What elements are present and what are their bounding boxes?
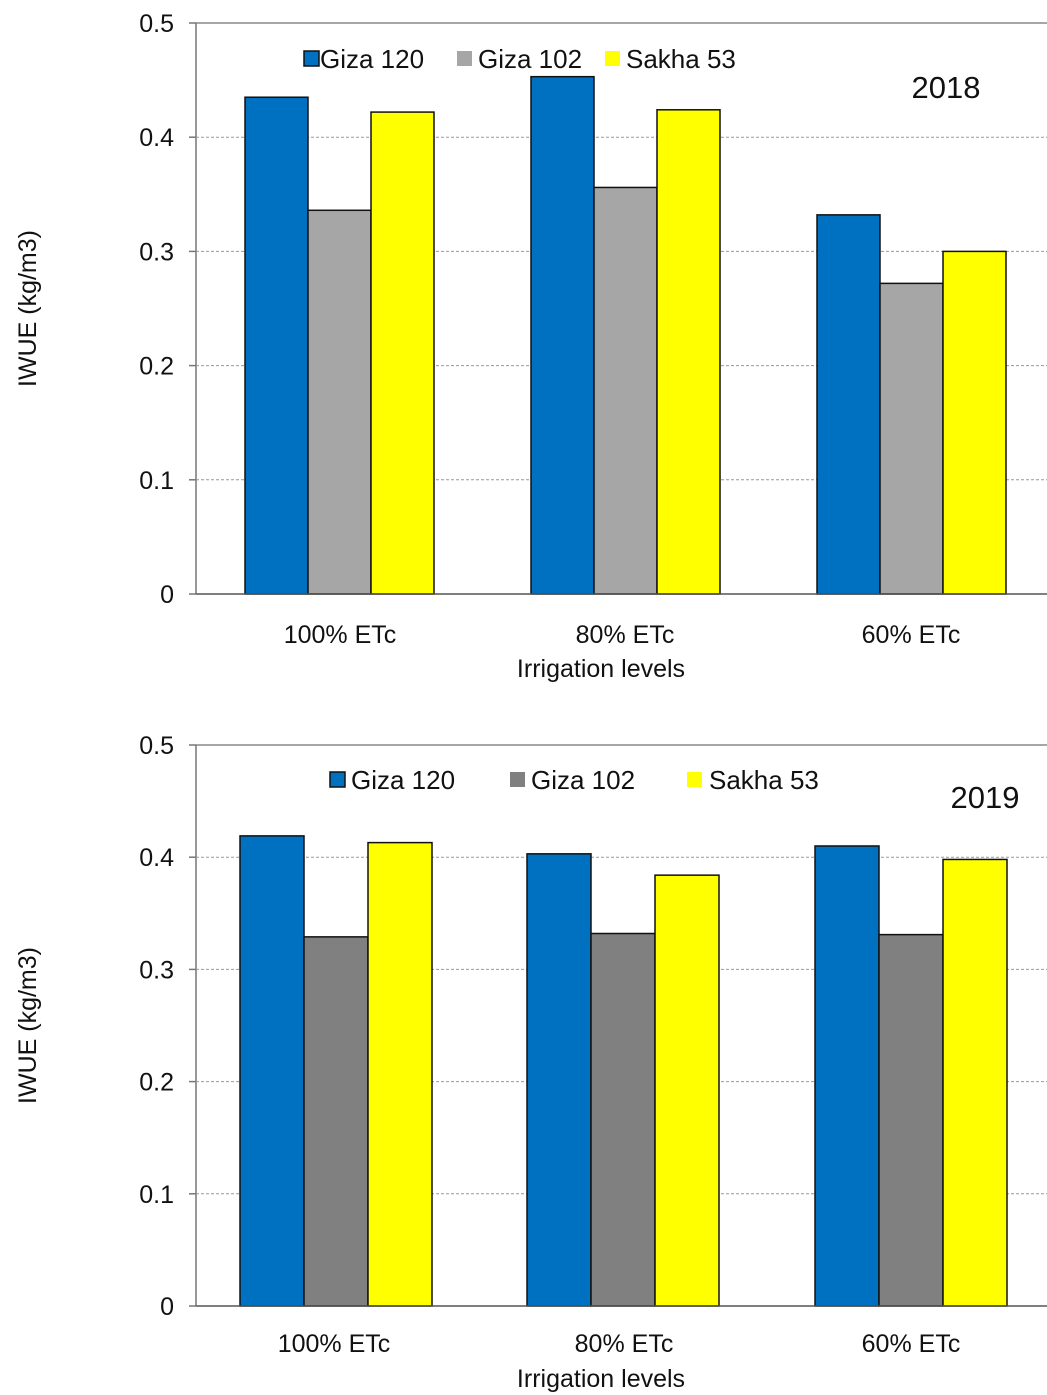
x-axis-title: Irrigation levels xyxy=(517,655,685,683)
legend-label: Giza 102 xyxy=(531,765,635,795)
x-axis-title: Irrigation levels xyxy=(517,1365,685,1393)
bar-sakha-53-2 xyxy=(942,858,1008,1307)
y-axis-title: IWUE (kg/m3) xyxy=(14,230,42,387)
bar-giza-102-0 xyxy=(303,936,369,1307)
bar-giza-120-1 xyxy=(526,853,592,1307)
y-tick-label: 0.2 xyxy=(139,1069,174,1097)
year-annotation: 2018 xyxy=(912,70,981,105)
legend-swatch xyxy=(303,50,320,67)
bar-sakha-53-0 xyxy=(367,841,433,1307)
bar-sakha-53-1 xyxy=(656,109,721,595)
x-category-label: 100% ETc xyxy=(278,1330,391,1358)
legend-swatch xyxy=(329,771,346,788)
y-tick-label: 0.1 xyxy=(139,1181,174,1209)
bar-giza-120-0 xyxy=(244,96,309,595)
legend-swatch xyxy=(510,772,525,787)
legend-swatch xyxy=(605,51,620,66)
x-category-label: 60% ETc xyxy=(862,1330,961,1358)
bar-giza-102-1 xyxy=(590,932,656,1307)
x-category-label: 60% ETc xyxy=(862,621,961,649)
y-tick-label: 0.5 xyxy=(139,732,174,760)
legend: Giza 120 Giza 102 Sakha 53 xyxy=(329,765,819,795)
x-category-label: 100% ETc xyxy=(284,621,397,649)
legend-swatch xyxy=(687,772,702,787)
y-tick-label: 0 xyxy=(160,581,174,609)
legend-label: Giza 120 xyxy=(320,44,424,74)
y-tick-label: 0.2 xyxy=(139,353,174,381)
bar-giza-120-0 xyxy=(239,835,305,1307)
bar-giza-102-1 xyxy=(593,186,658,595)
legend-label: Giza 120 xyxy=(351,765,455,795)
legend-label: Sakha 53 xyxy=(709,765,819,795)
legend-swatch xyxy=(457,51,472,66)
year-annotation: 2019 xyxy=(951,780,1020,815)
y-tick-label: 0.5 xyxy=(139,10,174,38)
bar-giza-120-2 xyxy=(814,845,880,1307)
y-tick-label: 0.3 xyxy=(139,238,174,266)
legend: Giza 120 Giza 102 Sakha 53 xyxy=(303,44,736,74)
y-tick-label: 0.1 xyxy=(139,467,174,495)
y-axis-title: IWUE (kg/m3) xyxy=(14,947,42,1104)
y-tick-label: 0.3 xyxy=(139,956,174,984)
legend-label: Giza 102 xyxy=(478,44,582,74)
y-tick-label: 0.4 xyxy=(139,124,174,152)
bar-giza-102-0 xyxy=(307,209,372,595)
bar-giza-102-2 xyxy=(879,282,944,595)
bar-sakha-53-2 xyxy=(942,250,1007,595)
legend-label: Sakha 53 xyxy=(626,44,736,74)
bar-giza-120-2 xyxy=(816,214,881,595)
bar-sakha-53-1 xyxy=(654,874,720,1307)
chart-panel-2019: 0 0.1 0.2 0.3 0.4 0.5 100% ETc 80% ETc 60% ETc Ir… xyxy=(14,732,1047,1393)
bar-giza-102-2 xyxy=(878,933,944,1307)
x-category-label: 80% ETc xyxy=(575,1330,674,1358)
chart-panel-2018: 0 0.1 0.2 0.3 0.4 0.5 100% ETc 80% ETc 60% ETc Ir… xyxy=(14,10,1047,683)
y-tick-label: 0.4 xyxy=(139,844,174,872)
bar-sakha-53-0 xyxy=(370,111,435,595)
y-tick-label: 0 xyxy=(160,1293,174,1321)
bar-giza-120-1 xyxy=(530,75,595,595)
x-category-label: 80% ETc xyxy=(576,621,675,649)
